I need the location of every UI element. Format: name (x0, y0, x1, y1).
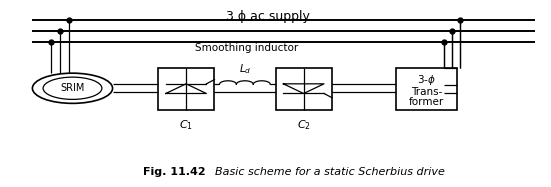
Text: Smoothing inductor: Smoothing inductor (195, 43, 298, 53)
Text: SRIM: SRIM (60, 83, 85, 93)
Text: 3-$\phi$: 3-$\phi$ (417, 73, 436, 87)
Text: former: former (409, 97, 444, 107)
Bar (396, 68, 457, 110)
Text: 3 ϕ ac supply: 3 ϕ ac supply (225, 10, 310, 23)
Text: $C_1$: $C_1$ (179, 119, 193, 132)
Bar (158, 68, 214, 110)
Text: Trans-: Trans- (411, 87, 442, 97)
Text: Fig. 11.42: Fig. 11.42 (143, 167, 206, 177)
Text: Basic scheme for a static Scherbius drive: Basic scheme for a static Scherbius driv… (215, 167, 445, 177)
Text: $L_d$: $L_d$ (239, 62, 251, 76)
Bar (276, 68, 332, 110)
Text: $C_2$: $C_2$ (296, 119, 311, 132)
